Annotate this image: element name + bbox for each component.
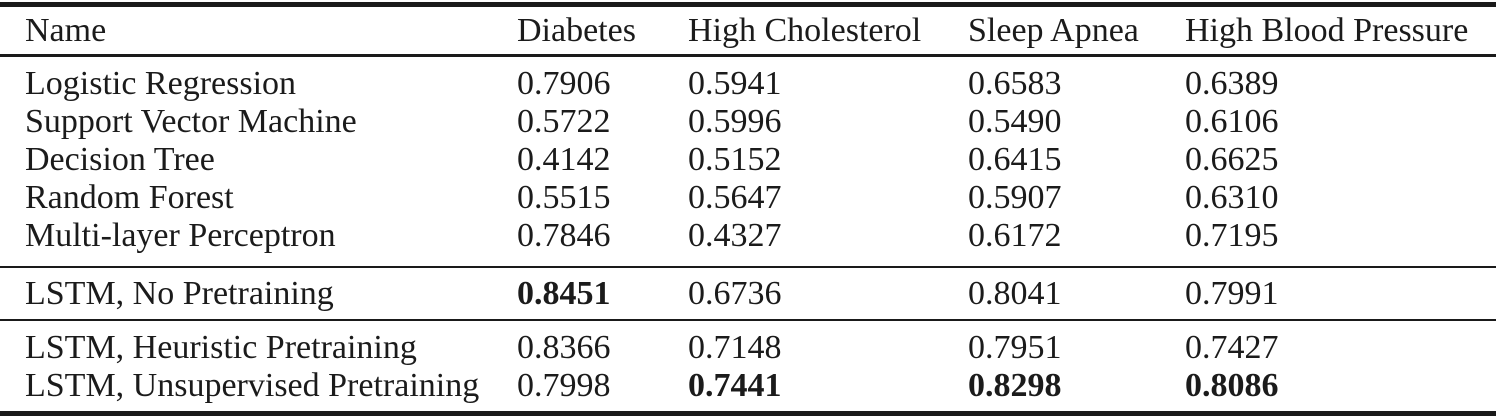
table-row: LSTM, Heuristic Pretraining 0.8366 0.714… (0, 329, 1496, 367)
table-section-rule (0, 319, 1496, 321)
metric-value-cell: 0.5722 (517, 103, 611, 140)
table-row: Support Vector Machine 0.5722 0.5996 0.5… (0, 103, 1496, 141)
metric-value-cell: 0.5152 (688, 141, 782, 178)
metric-value-cell: 0.7195 (1185, 217, 1279, 254)
metric-value-cell: 0.7991 (1185, 274, 1279, 312)
metric-value-cell: 0.8366 (517, 329, 611, 366)
metric-value-cell: 0.7906 (517, 65, 611, 102)
metric-value-cell: 0.6625 (1185, 141, 1279, 178)
table-section-rule (0, 266, 1496, 268)
column-header-high-blood-pressure: High Blood Pressure (1185, 11, 1469, 49)
table-row: Logistic Regression 0.7906 0.5941 0.6583… (0, 65, 1496, 103)
metric-value-cell: 0.8298 (968, 367, 1062, 404)
column-header-name: Name (25, 11, 107, 49)
metric-value-cell: 0.7148 (688, 329, 782, 366)
table-row: Random Forest 0.5515 0.5647 0.5907 0.631… (0, 179, 1496, 217)
baseline-models-section: Logistic Regression 0.7906 0.5941 0.6583… (0, 57, 1496, 266)
metric-value-cell: 0.5907 (968, 179, 1062, 216)
model-name-cell: Support Vector Machine (25, 103, 357, 140)
metric-value-cell: 0.6415 (968, 141, 1062, 178)
table-row: LSTM, Unsupervised Pretraining 0.7998 0.… (0, 367, 1496, 405)
column-header-sleep-apnea: Sleep Apnea (968, 11, 1139, 49)
metric-value-cell: 0.5647 (688, 179, 782, 216)
metric-value-cell: 0.7998 (517, 367, 611, 404)
metric-value-cell: 0.4327 (688, 217, 782, 254)
column-header-diabetes: Diabetes (517, 11, 636, 49)
table-header-rule (0, 54, 1496, 57)
table-row: Multi-layer Perceptron 0.7846 0.4327 0.6… (0, 217, 1496, 255)
metric-value-cell: 0.7427 (1185, 329, 1279, 366)
metric-value-cell: 0.7951 (968, 329, 1062, 366)
lstm-no-pretraining-section: LSTM, No Pretraining 0.8451 0.6736 0.804… (0, 268, 1496, 319)
metric-value-cell: 0.4142 (517, 141, 611, 178)
table-bottom-rule (0, 411, 1496, 416)
metric-value-cell: 0.8086 (1185, 367, 1279, 404)
model-name-cell: Decision Tree (25, 141, 215, 178)
table-row: Decision Tree 0.4142 0.5152 0.6415 0.662… (0, 141, 1496, 179)
lstm-pretraining-section: LSTM, Heuristic Pretraining 0.8366 0.714… (0, 321, 1496, 411)
metric-value-cell: 0.5515 (517, 179, 611, 216)
metric-value-cell: 0.8451 (517, 274, 611, 312)
metric-value-cell: 0.5490 (968, 103, 1062, 140)
metric-value-cell: 0.7846 (517, 217, 611, 254)
metric-value-cell: 0.5941 (688, 65, 782, 102)
metric-value-cell: 0.8041 (968, 274, 1062, 312)
metric-value-cell: 0.6172 (968, 217, 1062, 254)
metric-value-cell: 0.6389 (1185, 65, 1279, 102)
table-top-rule (0, 2, 1496, 7)
table-row: LSTM, No Pretraining 0.8451 0.6736 0.804… (0, 268, 1496, 319)
model-name-cell: LSTM, No Pretraining (25, 274, 334, 312)
model-name-cell: LSTM, Unsupervised Pretraining (25, 367, 480, 404)
model-name-cell: Random Forest (25, 179, 234, 216)
metric-value-cell: 0.7441 (688, 367, 782, 404)
metric-value-cell: 0.6106 (1185, 103, 1279, 140)
model-name-cell: Logistic Regression (25, 65, 297, 102)
metric-value-cell: 0.6310 (1185, 179, 1279, 216)
table-header-row: Name Diabetes High Cholesterol Sleep Apn… (0, 7, 1496, 54)
column-header-high-cholesterol: High Cholesterol (688, 11, 922, 49)
model-name-cell: LSTM, Heuristic Pretraining (25, 329, 417, 366)
metric-value-cell: 0.5996 (688, 103, 782, 140)
metric-value-cell: 0.6583 (968, 65, 1062, 102)
metric-value-cell: 0.6736 (688, 274, 782, 312)
model-name-cell: Multi-layer Perceptron (25, 217, 336, 254)
